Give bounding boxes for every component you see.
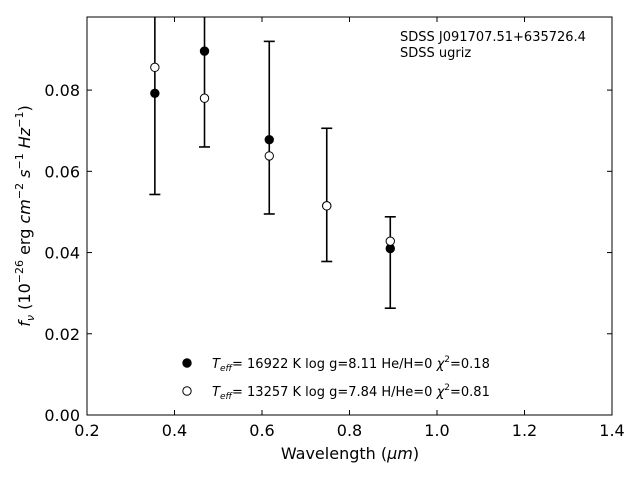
data-layer — [149, 17, 396, 309]
point-filled — [264, 134, 274, 145]
y-axis-title: fν (10−26 erg cm−2 s−1 Hz−1) — [13, 105, 37, 326]
point-open — [264, 151, 274, 161]
x-axis-title: Wavelength (μm) — [281, 444, 419, 463]
legend-1-chi-sup: 2 — [444, 355, 450, 365]
y-title-cm: cm — [15, 199, 34, 223]
legend-entry-1: Teff= 16922 K log g=8.11 He/H=0 χ2=0.18 — [212, 355, 490, 374]
x-tick-label: 0.2 — [74, 421, 99, 440]
y-title-cm-exp: −2 — [13, 183, 26, 199]
legend-2-chi-sup: 2 — [444, 383, 450, 393]
x-tick-label: 0.4 — [162, 421, 187, 440]
y-title-hz-exp: −1 — [13, 112, 26, 128]
legend-2-t: T — [212, 385, 221, 400]
x-axis-title-text: Wavelength ( — [281, 444, 387, 463]
y-title-close: ) — [15, 105, 34, 111]
x-tick-label: 1.2 — [512, 421, 537, 440]
legend-1-chi: χ — [436, 357, 446, 372]
y-title-open: (10 — [15, 283, 34, 315]
legend-2-chi-val: =0.81 — [450, 385, 490, 400]
legend-1-t: T — [212, 357, 221, 372]
annotation-line-1: SDSS J091707.51+635726.4 — [400, 30, 586, 45]
x-axis-title-unit: μm — [386, 444, 413, 463]
y-title-f-sub: ν — [24, 315, 37, 321]
y-tick-label: 0.00 — [44, 406, 80, 425]
legend-1-rest: = 16922 K log g=8.11 He/H=0 — [232, 357, 437, 372]
x-tick-label: 0.6 — [249, 421, 274, 440]
legend-marker-open — [182, 386, 192, 396]
x-tick-label: 1.4 — [599, 421, 624, 440]
annotation-line-2: SDSS ugriz — [400, 46, 471, 61]
x-tick-label: 1.0 — [424, 421, 449, 440]
y-title-s-exp: −1 — [13, 153, 26, 169]
legend-1-t-sub: eff — [220, 364, 234, 374]
point-filled — [150, 88, 160, 99]
y-tick-label: 0.06 — [44, 162, 80, 181]
y-tick-label: 0.02 — [44, 325, 80, 344]
legend-marker-filled — [182, 358, 192, 368]
legend-2-chi: χ — [436, 385, 446, 400]
point-open — [199, 93, 210, 103]
point-open — [385, 236, 395, 246]
ticks-layer: 0.2 0.4 0.6 0.8 1.0 1.2 1.4 0.00 0.02 0.04 0.06 0.0… — [44, 17, 625, 440]
plot-frame — [86, 16, 613, 416]
x-tick-label: 0.8 — [337, 421, 362, 440]
point-open — [322, 201, 332, 211]
y-title-erg: erg — [15, 224, 34, 260]
y-tick-label: 0.08 — [44, 81, 80, 100]
y-title-exp1: −26 — [13, 260, 26, 283]
point-open — [150, 62, 160, 73]
legend-1-chi-val: =0.18 — [450, 357, 490, 372]
y-title-hz: Hz — [15, 127, 34, 153]
legend-2-t-sub: eff — [220, 392, 234, 402]
legend: Teff= 16922 K log g=8.11 He/H=0 χ2=0.18 … — [182, 355, 490, 402]
legend-2-rest: = 13257 K log g=7.84 H/He=0 — [232, 385, 437, 400]
y-title-s: s — [15, 170, 34, 183]
legend-entry-2: Teff= 13257 K log g=7.84 H/He=0 χ2=0.81 — [212, 383, 490, 402]
y-tick-label: 0.04 — [44, 244, 80, 263]
x-axis-title-close: ) — [413, 444, 419, 463]
y-title-f: f — [15, 319, 34, 327]
point-filled — [199, 46, 210, 56]
